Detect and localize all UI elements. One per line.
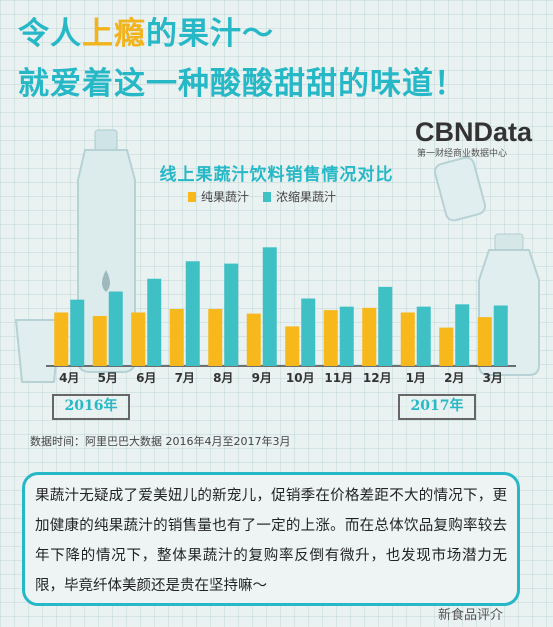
bar-concentrate-0 <box>70 299 85 366</box>
bar-concentrate-11 <box>493 305 508 366</box>
bar-concentrate-8 <box>378 286 393 366</box>
bar-concentrate-5 <box>262 247 277 366</box>
bar-pure-4 <box>208 308 223 366</box>
x-tick-label-11: 3月 <box>483 371 503 385</box>
x-tick-label-10: 2月 <box>444 371 464 385</box>
bar-pure-9 <box>400 312 415 366</box>
bar-pure-0 <box>54 312 69 366</box>
summary-box: 果蔬汁无疑成了爱美妞儿的新宠儿，促销季在价格差距不大的情况下，更加健康的纯果蔬汁… <box>22 472 520 606</box>
cbndata-logo: CBNData 第一财经商业数据中心 <box>415 118 532 159</box>
summary-text: 果蔬汁无疑成了爱美妞儿的新宠儿，促销季在价格差距不大的情况下，更加健康的纯果蔬汁… <box>35 488 507 594</box>
watermark: 新食品评介 <box>438 608 504 623</box>
legend-swatch-pure <box>188 191 196 202</box>
x-tick-label-4: 8月 <box>213 371 233 385</box>
x-tick-label-1: 5月 <box>98 371 118 385</box>
headline-highlight: 上瘾 <box>82 16 146 52</box>
legend-label-concentrate: 浓缩果蔬汁 <box>276 190 337 204</box>
can-illustration <box>433 156 487 222</box>
x-tick-label-2: 6月 <box>136 371 156 385</box>
bar-concentrate-7 <box>339 306 354 366</box>
bar-concentrate-3 <box>185 261 200 366</box>
legend-item-pure: 纯果蔬汁 <box>188 188 249 205</box>
x-tick-label-7: 11月 <box>324 371 353 385</box>
logo-brand: CBNData <box>415 117 533 147</box>
headline-line-2: 就爱着这一种酸酸甜甜的味道！ <box>18 66 466 102</box>
bar-concentrate-2 <box>147 278 162 366</box>
bar-concentrate-6 <box>301 298 316 366</box>
bar-chart: 4月 5月 6月 7月 8月 9月 10月 11月 12月 1月 2月 3月 <box>46 247 516 385</box>
year-label-2017: 2017年 <box>398 394 476 420</box>
bar-pure-7 <box>323 310 338 366</box>
legend-label-pure: 纯果蔬汁 <box>201 190 250 204</box>
chart-legend: 纯果蔬汁 浓缩果蔬汁 <box>188 188 336 205</box>
bar-pure-10 <box>439 327 454 366</box>
bar-pure-2 <box>131 312 146 366</box>
x-tick-label-9: 1月 <box>406 371 426 385</box>
legend-swatch-concentrate <box>263 191 272 202</box>
x-tick-label-5: 9月 <box>252 371 272 385</box>
bar-pure-3 <box>169 308 184 366</box>
bar-pure-8 <box>362 307 377 366</box>
bar-concentrate-9 <box>416 306 431 366</box>
data-source-note: 数据时间：阿里巴巴大数据 2016年4月至2017年3月 <box>30 435 291 448</box>
bar-concentrate-1 <box>108 291 123 366</box>
x-tick-label-3: 7月 <box>175 371 195 385</box>
bar-pure-5 <box>246 313 261 366</box>
legend-item-concentrate: 浓缩果蔬汁 <box>263 188 336 205</box>
x-tick-label-6: 10月 <box>286 371 315 385</box>
year-label-2016: 2016年 <box>52 394 130 420</box>
chart-title: 线上果蔬汁饮料销售情况对比 <box>159 165 394 185</box>
bar-concentrate-4 <box>224 263 239 366</box>
x-tick-label-8: 12月 <box>363 371 392 385</box>
x-tick-label-0: 4月 <box>59 371 79 385</box>
bar-pure-6 <box>285 326 300 366</box>
bar-concentrate-10 <box>455 304 470 366</box>
headline-line-1: 令人上瘾的果汁～ <box>18 16 274 52</box>
bar-pure-1 <box>92 315 107 366</box>
bar-pure-11 <box>477 317 492 366</box>
logo-subtitle: 第一财经商业数据中心 <box>417 149 508 159</box>
